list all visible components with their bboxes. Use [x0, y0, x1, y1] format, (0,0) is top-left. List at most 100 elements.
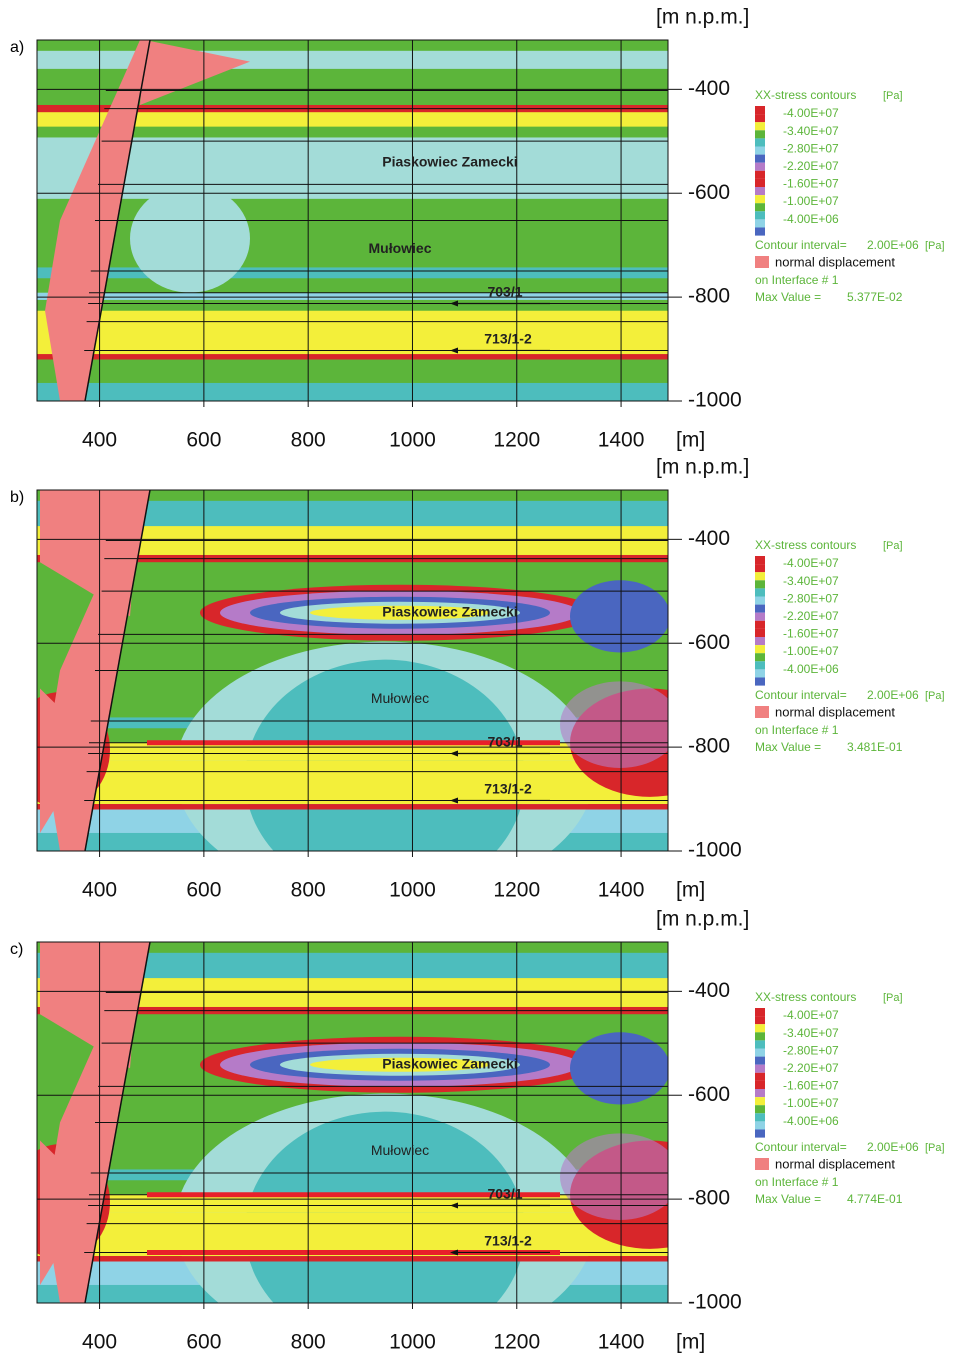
contour-field	[37, 40, 668, 402]
contour-zone	[130, 184, 250, 292]
interval-value: 2.00E+06	[867, 238, 919, 252]
displacement-swatch	[755, 1158, 769, 1170]
x-tick-label: 400	[82, 429, 117, 452]
x-tick-label: 600	[186, 879, 221, 902]
interval-unit: [Pa]	[925, 240, 945, 252]
annotation: Mułowiec	[368, 240, 431, 256]
contour-band	[37, 383, 668, 402]
y-tick-label: -1000	[688, 389, 742, 412]
x-tick-label: 400	[82, 879, 117, 902]
colorbar-cell	[755, 130, 765, 138]
y-tick-label: -600	[688, 631, 730, 654]
colorbar-cell	[755, 219, 765, 227]
contour-band	[37, 311, 668, 355]
colorbar-cell	[755, 613, 765, 621]
legend-title: XX-stress contours	[755, 88, 856, 102]
x-tick-label: 1400	[598, 429, 645, 452]
x-tick-label: 800	[291, 429, 326, 452]
colorbar-cell	[755, 621, 765, 629]
figure: 400 600 800 1000 1200 1400 -400 -600 -800 -1000 [m…	[0, 0, 979, 1355]
legend-label: -4.00E+07	[783, 106, 839, 120]
colorbar-cell	[755, 179, 765, 187]
x-tick-label: 600	[186, 429, 221, 452]
colorbar-cell	[755, 629, 765, 637]
colorbar-cell	[755, 171, 765, 179]
annotation: 713/1-2	[484, 1232, 532, 1248]
legend-label: -2.20E+07	[783, 1061, 839, 1075]
legend-label: -4.00E+07	[783, 1008, 839, 1022]
colorbar-cell	[755, 605, 765, 613]
y-tick-label: -400	[688, 979, 730, 1002]
colorbar-cell	[755, 588, 765, 596]
colorbar-cell	[755, 1105, 765, 1113]
max-value: 5.377E-02	[847, 290, 903, 304]
colorbar-cell	[755, 1065, 765, 1073]
legend-label: -4.00E+07	[783, 556, 839, 570]
y-tick-label: -400	[688, 77, 730, 100]
contour-zone	[560, 681, 680, 768]
max-value: 4.774E-01	[847, 1192, 903, 1206]
colorbar-cell	[755, 653, 765, 661]
annotation: Piaskowiec Zamecki	[382, 1055, 517, 1071]
contour-band	[37, 1213, 668, 1256]
colorbar-cell	[755, 147, 765, 155]
displacement-label: normal displacement	[775, 1156, 895, 1171]
y-tick-label: -800	[688, 285, 730, 308]
displacement-swatch	[755, 706, 769, 718]
x-tick-label: 1000	[389, 429, 436, 452]
y-tick-label: -800	[688, 735, 730, 758]
colorbar-cell	[755, 228, 765, 236]
legend-label: -3.40E+07	[783, 124, 839, 138]
legend-title: XX-stress contours	[755, 990, 856, 1004]
annotation: 703/1	[487, 283, 522, 299]
x-axis-label: [m]	[676, 1331, 705, 1354]
x-tick-label: 1400	[598, 879, 645, 902]
legend-label: -2.20E+07	[783, 609, 839, 623]
colorbar-cell	[755, 1081, 765, 1089]
legend-label: -2.20E+07	[783, 159, 839, 173]
x-tick-label: 1200	[493, 1331, 540, 1354]
colorbar-cell	[755, 572, 765, 580]
colorbar-cell	[755, 661, 765, 669]
colorbar-cell	[755, 122, 765, 130]
annotation: Mułowiec	[371, 690, 429, 706]
interval-label: Contour interval=	[755, 1140, 847, 1154]
x-tick-label: 400	[82, 1331, 117, 1354]
legend-label: -4.00E+06	[783, 212, 839, 226]
interval-unit: [Pa]	[925, 1142, 945, 1154]
legend-label: -4.00E+06	[783, 1114, 839, 1128]
contour-band	[37, 40, 668, 51]
legend-label: -2.80E+07	[783, 1043, 839, 1057]
interface-label: on Interface # 1	[755, 273, 839, 287]
colorbar-cell	[755, 195, 765, 203]
max-label: Max Value =	[755, 1192, 821, 1206]
x-tick-label: 1000	[389, 879, 436, 902]
colorbar-cell	[755, 1008, 765, 1016]
colorbar-cell	[755, 597, 765, 605]
colorbar-cell	[755, 155, 765, 163]
interface-label: on Interface # 1	[755, 1175, 839, 1189]
x-tick-label: 1000	[389, 1331, 436, 1354]
legend-label: -1.00E+07	[783, 194, 839, 208]
colorbar-cell	[755, 203, 765, 211]
colorbar-cell	[755, 678, 765, 686]
colorbar-cell	[755, 1130, 765, 1138]
colorbar-cell	[755, 1089, 765, 1097]
colorbar-cell	[755, 580, 765, 588]
colorbar-cell	[755, 187, 765, 195]
contour-band	[37, 359, 668, 383]
contour-band	[37, 300, 668, 311]
colorbar-cell	[755, 1040, 765, 1048]
x-axis-label: [m]	[676, 429, 705, 452]
interval-label: Contour interval=	[755, 238, 847, 252]
y-tick-label: -600	[688, 1083, 730, 1106]
interval-label: Contour interval=	[755, 688, 847, 702]
colorbar-cell	[755, 1073, 765, 1081]
colorbar-cell	[755, 1121, 765, 1129]
legend-unit: [Pa]	[883, 540, 903, 552]
displacement-swatch	[755, 256, 769, 268]
legend-label: -2.80E+07	[783, 591, 839, 605]
contour-band	[37, 293, 668, 301]
